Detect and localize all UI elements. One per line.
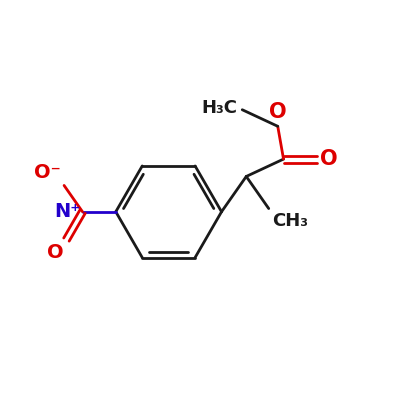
Text: CH₃: CH₃	[272, 212, 308, 230]
Text: O: O	[47, 244, 63, 262]
Text: O⁻: O⁻	[34, 162, 61, 182]
Text: N⁺: N⁺	[54, 202, 80, 221]
Text: H₃C: H₃C	[202, 99, 238, 117]
Text: O: O	[269, 102, 286, 122]
Text: O: O	[320, 149, 338, 169]
